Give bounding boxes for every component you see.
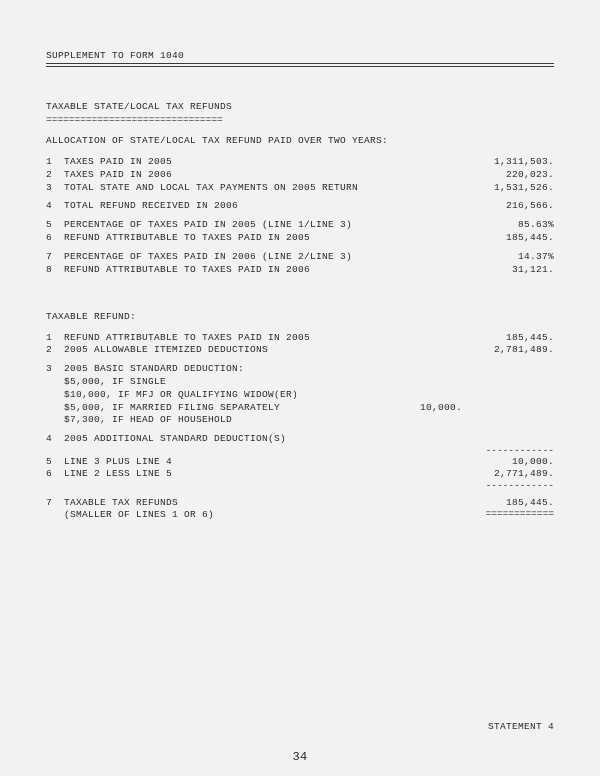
double-rule: ============ [462, 509, 554, 522]
line-num: 6 [46, 468, 64, 481]
line-sublabel: $10,000, IF MFJ OR QUALIFYING WIDOW(ER) [64, 389, 382, 402]
line-value: 185,445. [462, 332, 554, 345]
line-label: PERCENTAGE OF TAXES PAID IN 2005 (LINE 1… [64, 219, 462, 232]
line-value: 85.63% [462, 219, 554, 232]
line-num: 2 [46, 169, 64, 182]
line-label: REFUND ATTRIBUTABLE TO TAXES PAID IN 200… [64, 232, 462, 245]
table-row: 8 REFUND ATTRIBUTABLE TO TAXES PAID IN 2… [46, 264, 554, 277]
line-label: REFUND ATTRIBUTABLE TO TAXES PAID IN 200… [64, 264, 462, 277]
line-num: 1 [46, 332, 64, 345]
line-label: TAXES PAID IN 2006 [64, 169, 462, 182]
table-row: 3 TOTAL STATE AND LOCAL TAX PAYMENTS ON … [46, 182, 554, 195]
section1-underline: =============================== [46, 114, 554, 125]
page-number: 34 [0, 750, 600, 764]
line-num: 8 [46, 264, 64, 277]
line-value: 10,000. [462, 456, 554, 469]
line-value: 2,781,489. [462, 344, 554, 357]
line-num: 2 [46, 344, 64, 357]
line-sublabel: (SMALLER OF LINES 1 OR 6) [64, 509, 462, 522]
line-label: PERCENTAGE OF TAXES PAID IN 2006 (LINE 2… [64, 251, 462, 264]
table-row: 7 PERCENTAGE OF TAXES PAID IN 2006 (LINE… [46, 251, 554, 264]
table-row: 5 LINE 3 PLUS LINE 4 10,000. [46, 456, 554, 469]
line-mid-value: 10,000. [382, 402, 462, 415]
table-row: 1 REFUND ATTRIBUTABLE TO TAXES PAID IN 2… [46, 332, 554, 345]
line-label: 2005 ADDITIONAL STANDARD DEDUCTION(S) [64, 433, 462, 446]
statement-footer: STATEMENT 4 [488, 721, 554, 732]
section1-intro: ALLOCATION OF STATE/LOCAL TAX REFUND PAI… [46, 135, 554, 146]
line-sublabel: $7,300, IF HEAD OF HOUSEHOLD [64, 414, 382, 427]
line-label: REFUND ATTRIBUTABLE TO TAXES PAID IN 200… [64, 332, 462, 345]
line-num: 7 [46, 497, 64, 510]
table-row: 1 TAXES PAID IN 2005 1,311,503. [46, 156, 554, 169]
section1-heading: TAXABLE STATE/LOCAL TAX REFUNDS [46, 101, 554, 112]
line-num: 3 [46, 363, 64, 376]
line-value: 185,445. [462, 232, 554, 245]
line-num: 1 [46, 156, 64, 169]
line-num: 5 [46, 219, 64, 232]
line-label: 2005 BASIC STANDARD DEDUCTION: [64, 363, 462, 376]
line-label: LINE 3 PLUS LINE 4 [64, 456, 462, 469]
line-label: 2005 ALLOWABLE ITEMIZED DEDUCTIONS [64, 344, 462, 357]
line-label: TAXABLE TAX REFUNDS [64, 497, 462, 510]
table-row: $7,300, IF HEAD OF HOUSEHOLD [46, 414, 554, 427]
line-num: 6 [46, 232, 64, 245]
title-rule [46, 63, 554, 67]
line-sublabel: $5,000, IF SINGLE [64, 376, 382, 389]
table-row: 2 TAXES PAID IN 2006 220,023. [46, 169, 554, 182]
line-label: TOTAL STATE AND LOCAL TAX PAYMENTS ON 20… [64, 182, 462, 195]
line-num: 7 [46, 251, 64, 264]
line-num: 4 [46, 433, 64, 446]
table-row: 4 2005 ADDITIONAL STANDARD DEDUCTION(S) [46, 433, 554, 446]
line-value: 216,566. [462, 200, 554, 213]
table-row: 4 TOTAL REFUND RECEIVED IN 2006 216,566. [46, 200, 554, 213]
doc-title: SUPPLEMENT TO FORM 1040 [46, 50, 554, 61]
line-label: TAXES PAID IN 2005 [64, 156, 462, 169]
dash-rule: ------------ [46, 481, 554, 491]
table-row: 7 TAXABLE TAX REFUNDS 185,445. [46, 497, 554, 510]
dash-rule: ------------ [46, 446, 554, 456]
line-value: 220,023. [462, 169, 554, 182]
table-row: 6 LINE 2 LESS LINE 5 2,771,489. [46, 468, 554, 481]
line-num: 4 [46, 200, 64, 213]
section2-heading: TAXABLE REFUND: [46, 311, 554, 322]
table-row: 2 2005 ALLOWABLE ITEMIZED DEDUCTIONS 2,7… [46, 344, 554, 357]
table-row: $5,000, IF MARRIED FILING SEPARATELY 10,… [46, 402, 554, 415]
line-value: 31,121. [462, 264, 554, 277]
line-value: 1,311,503. [462, 156, 554, 169]
line-num: 3 [46, 182, 64, 195]
line-sublabel: $5,000, IF MARRIED FILING SEPARATELY [64, 402, 382, 415]
line-label: TOTAL REFUND RECEIVED IN 2006 [64, 200, 462, 213]
table-row: 5 PERCENTAGE OF TAXES PAID IN 2005 (LINE… [46, 219, 554, 232]
line-value: 14.37% [462, 251, 554, 264]
line-label: LINE 2 LESS LINE 5 [64, 468, 462, 481]
line-num: 5 [46, 456, 64, 469]
table-row: 3 2005 BASIC STANDARD DEDUCTION: [46, 363, 554, 376]
table-row: $10,000, IF MFJ OR QUALIFYING WIDOW(ER) [46, 389, 554, 402]
table-row: (SMALLER OF LINES 1 OR 6) ============ [46, 509, 554, 522]
line-value: 1,531,526. [462, 182, 554, 195]
table-row: 6 REFUND ATTRIBUTABLE TO TAXES PAID IN 2… [46, 232, 554, 245]
table-row: $5,000, IF SINGLE [46, 376, 554, 389]
